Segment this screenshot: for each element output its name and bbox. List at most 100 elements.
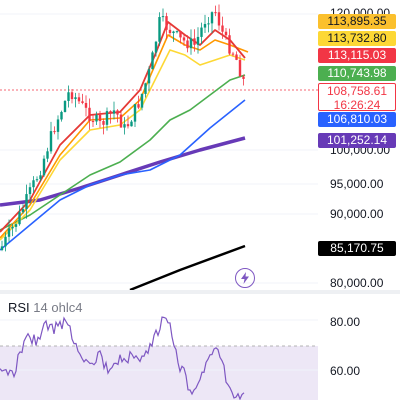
candle-body — [21, 209, 25, 213]
candle-body — [126, 124, 130, 127]
grid-lines — [0, 13, 318, 284]
candle-body — [189, 38, 193, 49]
candle-body — [196, 36, 200, 45]
candle-body — [207, 23, 210, 25]
ma-line-red — [0, 21, 246, 233]
candle-body — [203, 24, 207, 28]
candle-body — [14, 224, 18, 227]
candle-body — [105, 111, 109, 125]
ma-price-tag-blue: 106,810.03 — [318, 112, 396, 127]
candle-body — [91, 121, 95, 123]
ma-price-tag-green: 110,743.98 — [318, 66, 396, 81]
candle-body — [28, 187, 32, 195]
price-axis-label: 95,000.00 — [330, 177, 384, 191]
bar-countdown: 16:26:24 — [333, 98, 381, 112]
candle-body — [98, 114, 102, 122]
rsi-pane[interactable] — [0, 295, 400, 400]
candle-body — [88, 107, 91, 122]
rsi-legend[interactable]: RSI 14 ohlc4 — [8, 300, 82, 315]
candle-body — [231, 53, 235, 55]
candle-body — [112, 110, 116, 114]
candle-body — [53, 131, 56, 133]
candle-body — [175, 31, 179, 33]
ma-price-tag-red: 113,115.03 — [318, 48, 396, 63]
candle-body — [84, 102, 88, 108]
candle-body — [95, 114, 98, 122]
candle-body — [130, 121, 133, 127]
candle-body — [32, 180, 35, 188]
ma-line-black — [129, 244, 246, 292]
candle-body — [238, 59, 242, 77]
ma-price-tag-yellow: 113,732.80 — [318, 31, 396, 46]
candle-body — [63, 100, 67, 112]
ma-line-yellow — [0, 49, 246, 241]
ma-price-tag-orange: 113,895.35 — [318, 14, 396, 29]
last-price-tag: 108,758.61 16:26:24 — [318, 83, 396, 112]
candle-body — [144, 83, 147, 94]
candle-body — [119, 114, 123, 128]
candle-body — [221, 25, 224, 32]
rsi-name: RSI — [8, 300, 30, 315]
candle-body — [77, 97, 81, 102]
candlesticks — [0, 4, 245, 252]
ma-line-orange — [0, 34, 249, 239]
candle-body — [172, 31, 175, 34]
rsi-axis-label: 80.00 — [330, 315, 361, 329]
candle-body — [74, 97, 77, 100]
candle-body — [168, 29, 172, 34]
candle-body — [25, 194, 28, 210]
candle-body — [133, 104, 137, 122]
candle-body — [0, 246, 4, 250]
candle-body — [151, 52, 154, 70]
price-axis-label: 90,000.00 — [330, 207, 384, 221]
candle-body — [70, 92, 74, 100]
ma-price-tag-black: 85,170.75 — [318, 241, 396, 256]
candle-body — [228, 35, 231, 54]
candle-body — [161, 16, 165, 18]
candle-body — [60, 111, 63, 120]
candle-body — [242, 76, 245, 79]
candle-body — [165, 16, 168, 30]
last-price-value: 108,758.61 — [326, 84, 388, 98]
candle-body — [154, 41, 158, 53]
candle-body — [46, 151, 49, 159]
candle-body — [214, 12, 217, 14]
candle-body — [116, 110, 119, 115]
lightning-bolt-icon[interactable] — [235, 268, 255, 288]
candle-body — [56, 119, 60, 132]
candle-body — [147, 69, 151, 84]
candle-body — [123, 124, 126, 128]
candle-body — [179, 31, 182, 38]
candle-body — [200, 27, 203, 37]
candle-body — [7, 228, 11, 237]
candle-body — [193, 38, 196, 45]
candle-body — [158, 17, 161, 42]
candle-body — [11, 226, 14, 229]
rsi-axis-label: 60.00 — [330, 364, 361, 378]
ma-price-tag-purple: 101,252.14 — [318, 133, 396, 148]
candle-body — [39, 175, 42, 180]
rsi-params: 14 ohlc4 — [33, 300, 83, 315]
candle-body — [42, 158, 46, 176]
candle-body — [186, 40, 189, 49]
rsi-band — [0, 346, 318, 400]
candle-body — [49, 131, 53, 152]
pane-divider[interactable] — [0, 290, 400, 294]
candle-body — [224, 31, 228, 36]
candle-body — [217, 12, 221, 26]
candle-body — [18, 212, 21, 225]
candle-body — [67, 92, 70, 101]
candle-body — [137, 104, 140, 108]
candle-body — [102, 121, 105, 125]
candle-body — [182, 37, 186, 41]
candle-body — [4, 236, 7, 247]
ma-line-blue — [0, 99, 246, 251]
price-chart[interactable] — [0, 0, 400, 292]
rsi-line — [0, 316, 245, 400]
candle-body — [35, 179, 39, 181]
candle-body — [235, 54, 238, 60]
candle-body — [210, 12, 214, 24]
price-axis-label: 80,000.00 — [330, 276, 384, 290]
ma-line-green — [0, 74, 246, 231]
moving-average-lines — [0, 21, 249, 292]
